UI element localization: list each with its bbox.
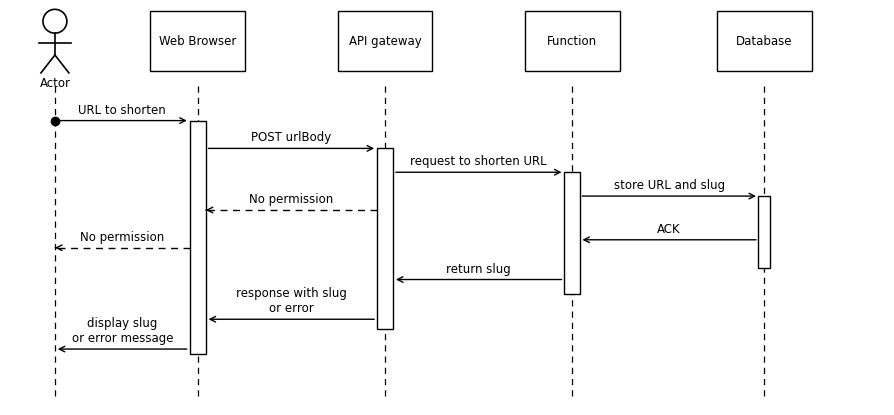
Text: Actor: Actor — [39, 77, 71, 90]
Text: POST urlBody: POST urlBody — [251, 132, 331, 144]
Text: request to shorten URL: request to shorten URL — [410, 155, 546, 168]
Text: URL to shorten: URL to shorten — [79, 104, 166, 117]
Text: Function: Function — [547, 34, 597, 48]
Text: Database: Database — [735, 34, 791, 48]
Bar — [525, 11, 619, 71]
Text: response with slug
or error: response with slug or error — [236, 287, 346, 315]
Bar — [190, 121, 206, 354]
Bar — [757, 196, 770, 268]
Text: display slug
or error message: display slug or error message — [72, 317, 173, 345]
Bar — [564, 172, 579, 294]
Text: store URL and slug: store URL and slug — [613, 179, 724, 192]
Bar — [716, 11, 811, 71]
Text: return slug: return slug — [446, 263, 510, 276]
Bar — [150, 11, 245, 71]
Text: API gateway: API gateway — [349, 34, 421, 48]
Text: ACK: ACK — [657, 223, 680, 236]
Text: No permission: No permission — [249, 193, 333, 206]
Bar — [376, 149, 392, 329]
Bar — [337, 11, 432, 71]
Text: No permission: No permission — [80, 231, 164, 244]
Text: Web Browser: Web Browser — [159, 34, 236, 48]
